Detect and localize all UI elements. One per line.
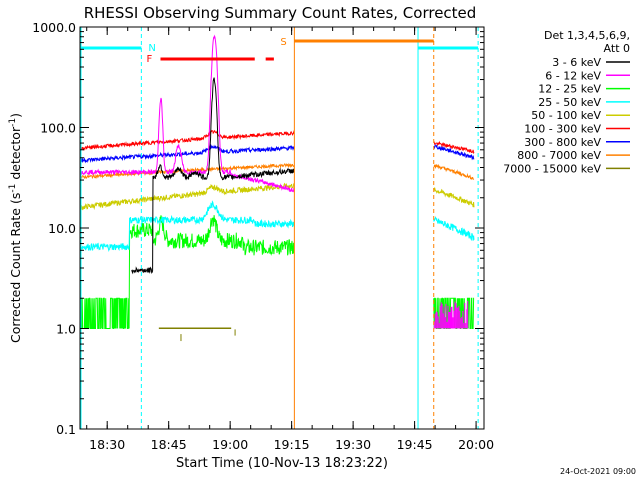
legend-label: 3 - 6 keV	[552, 56, 601, 69]
series-line-50-100-	[433, 187, 475, 208]
series-line-3-6-	[131, 77, 295, 275]
x-axis-label: Start Time (10-Nov-13 18:23:22)	[176, 456, 388, 471]
y-tick-label: 1.0	[56, 322, 76, 337]
series-line-800-7000-	[433, 163, 475, 180]
x-tick-label: 19:45	[397, 437, 433, 452]
night-label: N	[148, 43, 155, 54]
legend-label: 7000 - 15000 keV	[503, 162, 601, 175]
x-tick-label: 20:00	[458, 437, 494, 452]
x-tick-label: 18:45	[151, 437, 187, 452]
saa-label: S	[280, 37, 286, 48]
legend-header-line1: Det 1,3,4,5,6,9,	[544, 29, 630, 42]
legend-label: 50 - 100 keV	[531, 109, 601, 122]
series-line-100-300-	[79, 129, 295, 152]
series-line-300-800-	[79, 143, 295, 164]
x-ticks: 18:30 18:45 19:00 19:15 19:30 19:45 20:00	[86, 27, 494, 452]
y-tick-label: 0.1	[56, 422, 76, 437]
series-line-100-300-	[433, 140, 475, 155]
flare-label: F	[146, 54, 152, 65]
y-axis-label-tail: detector	[8, 126, 23, 184]
x-tick-label: 18:30	[89, 437, 125, 452]
legend-label: 300 - 800 keV	[524, 136, 601, 149]
footer-date: 24-Oct-2021 09:00	[560, 467, 636, 476]
series-line-25-50-	[433, 216, 475, 242]
series-line-50-100-	[79, 182, 295, 211]
y-axis-label: Corrected Count Rate (s-1 detector-1)	[8, 113, 23, 343]
x-tick-label: 19:30	[335, 437, 371, 452]
legend-label: 100 - 300 keV	[524, 123, 601, 136]
series-point-7000-15000	[229, 327, 232, 329]
series-layer	[79, 34, 475, 342]
y-axis-label-main: Corrected Count Rate (s	[8, 193, 23, 343]
y-axis-label-sup2: -1	[8, 118, 18, 127]
legend-label: 12 - 25 keV	[538, 83, 601, 96]
legend-label: 25 - 50 keV	[538, 96, 601, 109]
legend-label: 800 - 7000 keV	[517, 149, 601, 162]
x-tick-label: 19:00	[212, 437, 248, 452]
y-tick-label: 1000.0	[32, 20, 76, 35]
series-line-300-800-	[433, 143, 475, 161]
y-tick-label: 100.0	[40, 121, 76, 136]
y-axis-label-sup: -1	[8, 184, 18, 193]
chart-title: RHESSI Observing Summary Count Rates, Co…	[84, 4, 477, 22]
y-axis-label-end: )	[8, 113, 23, 118]
legend-label: 6 - 12 keV	[545, 69, 601, 82]
y-tick-label: 10.0	[48, 221, 76, 236]
x-tick-label: 19:15	[274, 437, 310, 452]
series-line-6-12-	[79, 34, 295, 193]
series-line-25-50-	[79, 200, 295, 252]
series-line-12-25-	[79, 215, 295, 329]
y-ticks: 0.1 1.0 10.0 100.0 1000.0	[32, 20, 484, 437]
legend-header-line2: Att 0	[604, 42, 630, 55]
plot-area: NF S 0.1 1.0 10.0 100.0 1000.0 18:30 18:45 19:0…	[32, 20, 494, 452]
